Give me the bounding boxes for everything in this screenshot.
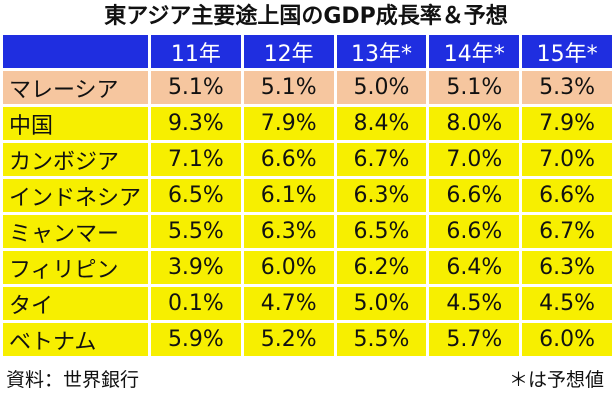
table-body: マレーシア 5.1% 5.1% 5.0% 5.1% 5.3% 中国 9.3% 7.9% 8.4% 8… [0,68,612,359]
growth-rate-cell: 5.2% [240,320,337,359]
gdp-growth-table: 11年 12年 13年* 14年* 15年* マレーシア 5.1% 5.1% 5.0%… [0,32,612,359]
growth-rate-cell: 5.3% [519,68,612,107]
growth-rate-cell: 4.5% [426,284,523,323]
growth-rate-cell: 6.0% [240,248,337,287]
country-label: ミャンマー [0,212,151,251]
growth-rate-cell: 6.6% [240,140,337,179]
chart-title: 東アジア主要途上国のGDP成長率＆予想 [104,4,508,29]
growth-rate-cell: 5.1% [148,68,244,107]
table-row: インドネシア 6.5% 6.1% 6.3% 6.6% 6.6% [0,176,612,215]
growth-rate-cell: 6.3% [519,248,612,287]
table-row: マレーシア 5.1% 5.1% 5.0% 5.1% 5.3% [0,68,612,107]
growth-rate-cell: 7.1% [148,140,244,179]
growth-rate-cell: 7.9% [240,104,337,143]
table-row: カンボジア 7.1% 6.6% 6.7% 7.0% 7.0% [0,140,612,179]
gdp-table-wrap: 11年 12年 13年* 14年* 15年* マレーシア 5.1% 5.1% 5.0%… [0,32,612,359]
table-row: フィリピン 3.9% 6.0% 6.2% 6.4% 6.3% [0,248,612,287]
year-header-2015: 15年* [519,32,612,71]
growth-rate-cell: 0.1% [148,284,244,323]
source-note: 資料：世界銀行 [6,369,140,391]
country-label: カンボジア [0,140,151,179]
year-header-2014: 14年* [426,32,523,71]
growth-rate-cell: 5.0% [333,284,430,323]
growth-rate-cell: 6.1% [240,176,337,215]
growth-rate-cell: 7.9% [519,104,612,143]
year-header-2013: 13年* [333,32,430,71]
growth-rate-cell: 5.1% [426,68,523,107]
growth-rate-cell: 6.4% [426,248,523,287]
growth-rate-cell: 7.0% [426,140,523,179]
growth-rate-cell: 4.7% [240,284,337,323]
table-row: ミャンマー 5.5% 6.3% 6.5% 6.6% 6.7% [0,212,612,251]
year-header-2012: 12年 [240,32,337,71]
growth-rate-cell: 5.5% [333,320,430,359]
growth-rate-cell: 5.1% [240,68,337,107]
growth-rate-cell: 4.5% [519,284,612,323]
growth-rate-cell: 6.2% [333,248,430,287]
growth-rate-cell: 5.7% [426,320,523,359]
year-header-2011: 11年 [148,32,244,71]
table-header-corner [0,32,151,71]
table-header-row: 11年 12年 13年* 14年* 15年* [0,32,612,71]
table-row: 中国 9.3% 7.9% 8.4% 8.0% 7.9% [0,104,612,143]
forecast-note: ＊は予想値 [508,369,604,391]
growth-rate-cell: 6.6% [426,212,523,251]
growth-rate-cell: 6.0% [519,320,612,359]
growth-rate-cell: 6.5% [148,176,244,215]
growth-rate-cell: 6.7% [519,212,612,251]
table-row: ベトナム 5.9% 5.2% 5.5% 5.7% 6.0% [0,320,612,359]
growth-rate-cell: 5.5% [148,212,244,251]
growth-rate-cell: 5.0% [333,68,430,107]
growth-rate-cell: 6.3% [333,176,430,215]
country-label: インドネシア [0,176,151,215]
growth-rate-cell: 9.3% [148,104,244,143]
growth-rate-cell: 6.7% [333,140,430,179]
growth-rate-cell: 6.6% [519,176,612,215]
growth-rate-cell: 6.5% [333,212,430,251]
growth-rate-cell: 7.0% [519,140,612,179]
growth-rate-cell: 5.9% [148,320,244,359]
growth-rate-cell: 6.3% [240,212,337,251]
country-label: ベトナム [0,320,151,359]
country-label: マレーシア [0,68,151,107]
table-row: タイ 0.1% 4.7% 5.0% 4.5% 4.5% [0,284,612,323]
country-label: フィリピン [0,248,151,287]
country-label: タイ [0,284,151,323]
chart-footer: 資料：世界銀行 ＊は予想値 [0,365,612,395]
growth-rate-cell: 8.4% [333,104,430,143]
country-label: 中国 [0,104,151,143]
growth-rate-cell: 8.0% [426,104,523,143]
growth-rate-cell: 3.9% [148,248,244,287]
growth-rate-cell: 6.6% [426,176,523,215]
